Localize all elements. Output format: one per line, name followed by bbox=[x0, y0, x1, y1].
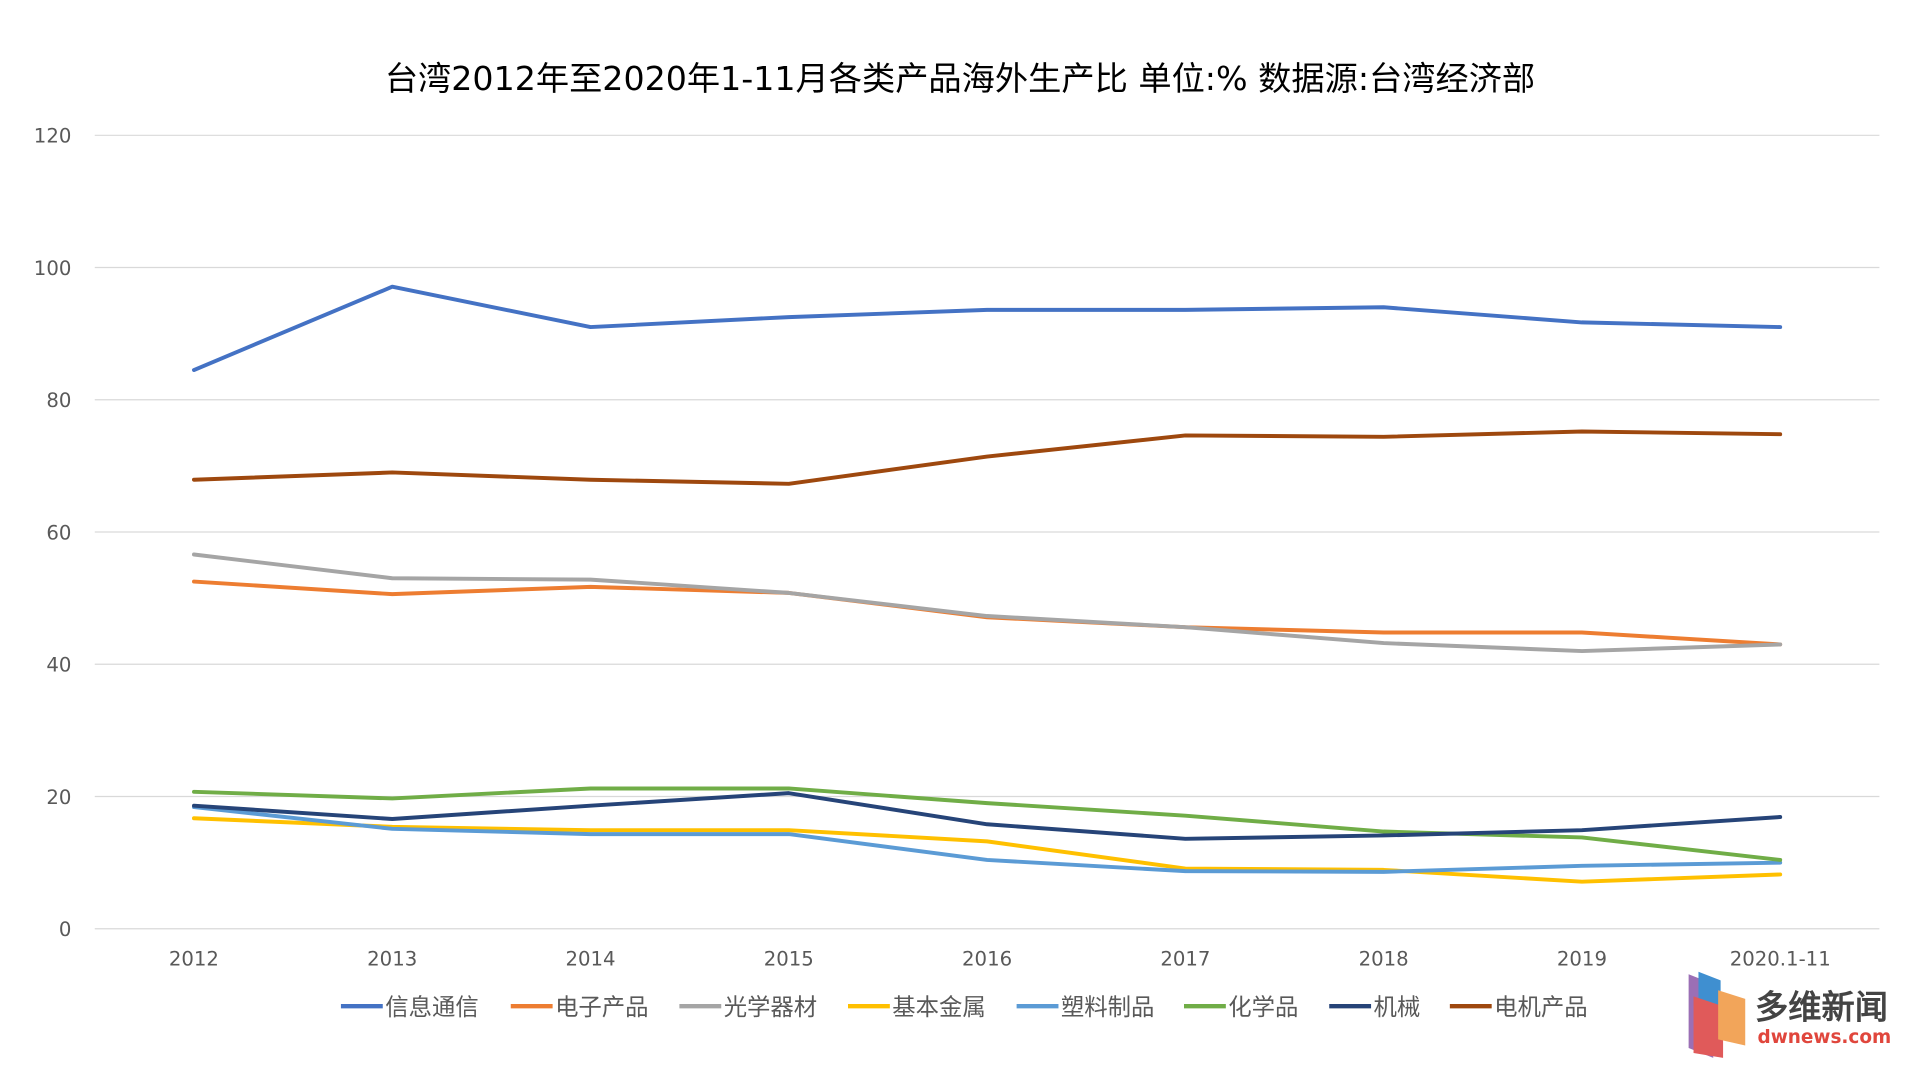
y-tick-label: 0 bbox=[59, 918, 72, 941]
y-tick-label: 20 bbox=[46, 786, 71, 809]
legend-item: 信息通信 bbox=[340, 993, 479, 1021]
legend-label: 基本金属 bbox=[892, 993, 985, 1021]
legend-item: 电机产品 bbox=[1449, 993, 1588, 1021]
y-tick-label: 80 bbox=[46, 389, 71, 412]
x-tick-label: 2020.1-11 bbox=[1730, 948, 1831, 971]
legend-label: 化学品 bbox=[1228, 993, 1298, 1021]
x-tick-label: 2017 bbox=[1160, 948, 1210, 971]
legend-item: 基本金属 bbox=[848, 993, 986, 1021]
gridlines bbox=[94, 134, 1880, 930]
x-tick-label: 2018 bbox=[1359, 948, 1409, 971]
legend-item: 光学器材 bbox=[679, 993, 817, 1021]
x-tick-label: 2014 bbox=[565, 948, 615, 971]
x-axis-ticks: 2012 2013 2014 2015 2016 2017 2018 2019 2020.1-1… bbox=[169, 948, 1831, 971]
legend-item: 电子产品 bbox=[510, 993, 649, 1021]
series-line-电子产品 bbox=[192, 579, 1783, 647]
logo-site: dwnews.com bbox=[1758, 1027, 1892, 1048]
x-tick-label: 2013 bbox=[367, 948, 417, 971]
legend-label: 塑料制品 bbox=[1061, 993, 1154, 1021]
series-line-电机产品 bbox=[192, 429, 1783, 486]
legend-label: 光学器材 bbox=[724, 993, 817, 1021]
x-tick-label: 2015 bbox=[764, 948, 814, 971]
y-tick-label: 40 bbox=[46, 654, 71, 677]
logo-name: 多维新闻 bbox=[1755, 988, 1888, 1027]
legend-label: 机械 bbox=[1374, 993, 1421, 1021]
legend-item: 机械 bbox=[1329, 993, 1420, 1021]
y-tick-label: 100 bbox=[34, 257, 72, 280]
legend-label: 电子产品 bbox=[555, 993, 648, 1021]
series-line-塑料制品 bbox=[192, 805, 1783, 874]
x-tick-label: 2012 bbox=[169, 948, 219, 971]
series-line-基本金属 bbox=[192, 816, 1783, 884]
x-tick-label: 2019 bbox=[1557, 948, 1607, 971]
legend-label: 电机产品 bbox=[1494, 993, 1587, 1021]
legend-item: 化学品 bbox=[1184, 993, 1298, 1021]
y-tick-label: 120 bbox=[34, 125, 72, 148]
series-line-信息通信 bbox=[192, 284, 1783, 372]
series-lines bbox=[192, 284, 1783, 884]
legend-item: 塑料制品 bbox=[1016, 993, 1154, 1021]
legend: 信息通信 电子产品 光学器材 基本金属 塑料制品 化学品 机械 电机产品 bbox=[340, 993, 1588, 1021]
dwnews-logo: 多维新闻 dwnews.com bbox=[1688, 971, 1892, 1058]
y-axis-ticks: 0 20 40 60 80 100 120 bbox=[34, 125, 72, 941]
series-line-机械 bbox=[192, 791, 1783, 841]
series-line-化学品 bbox=[192, 786, 1783, 862]
series-line-光学器材 bbox=[192, 552, 1783, 654]
legend-label: 信息通信 bbox=[385, 993, 478, 1021]
chart-title: 台湾2012年至2020年1-11月各类产品海外生产比 单位:% 数据源:台湾经… bbox=[385, 59, 1535, 98]
y-tick-label: 60 bbox=[46, 521, 71, 544]
x-tick-label: 2016 bbox=[962, 948, 1012, 971]
